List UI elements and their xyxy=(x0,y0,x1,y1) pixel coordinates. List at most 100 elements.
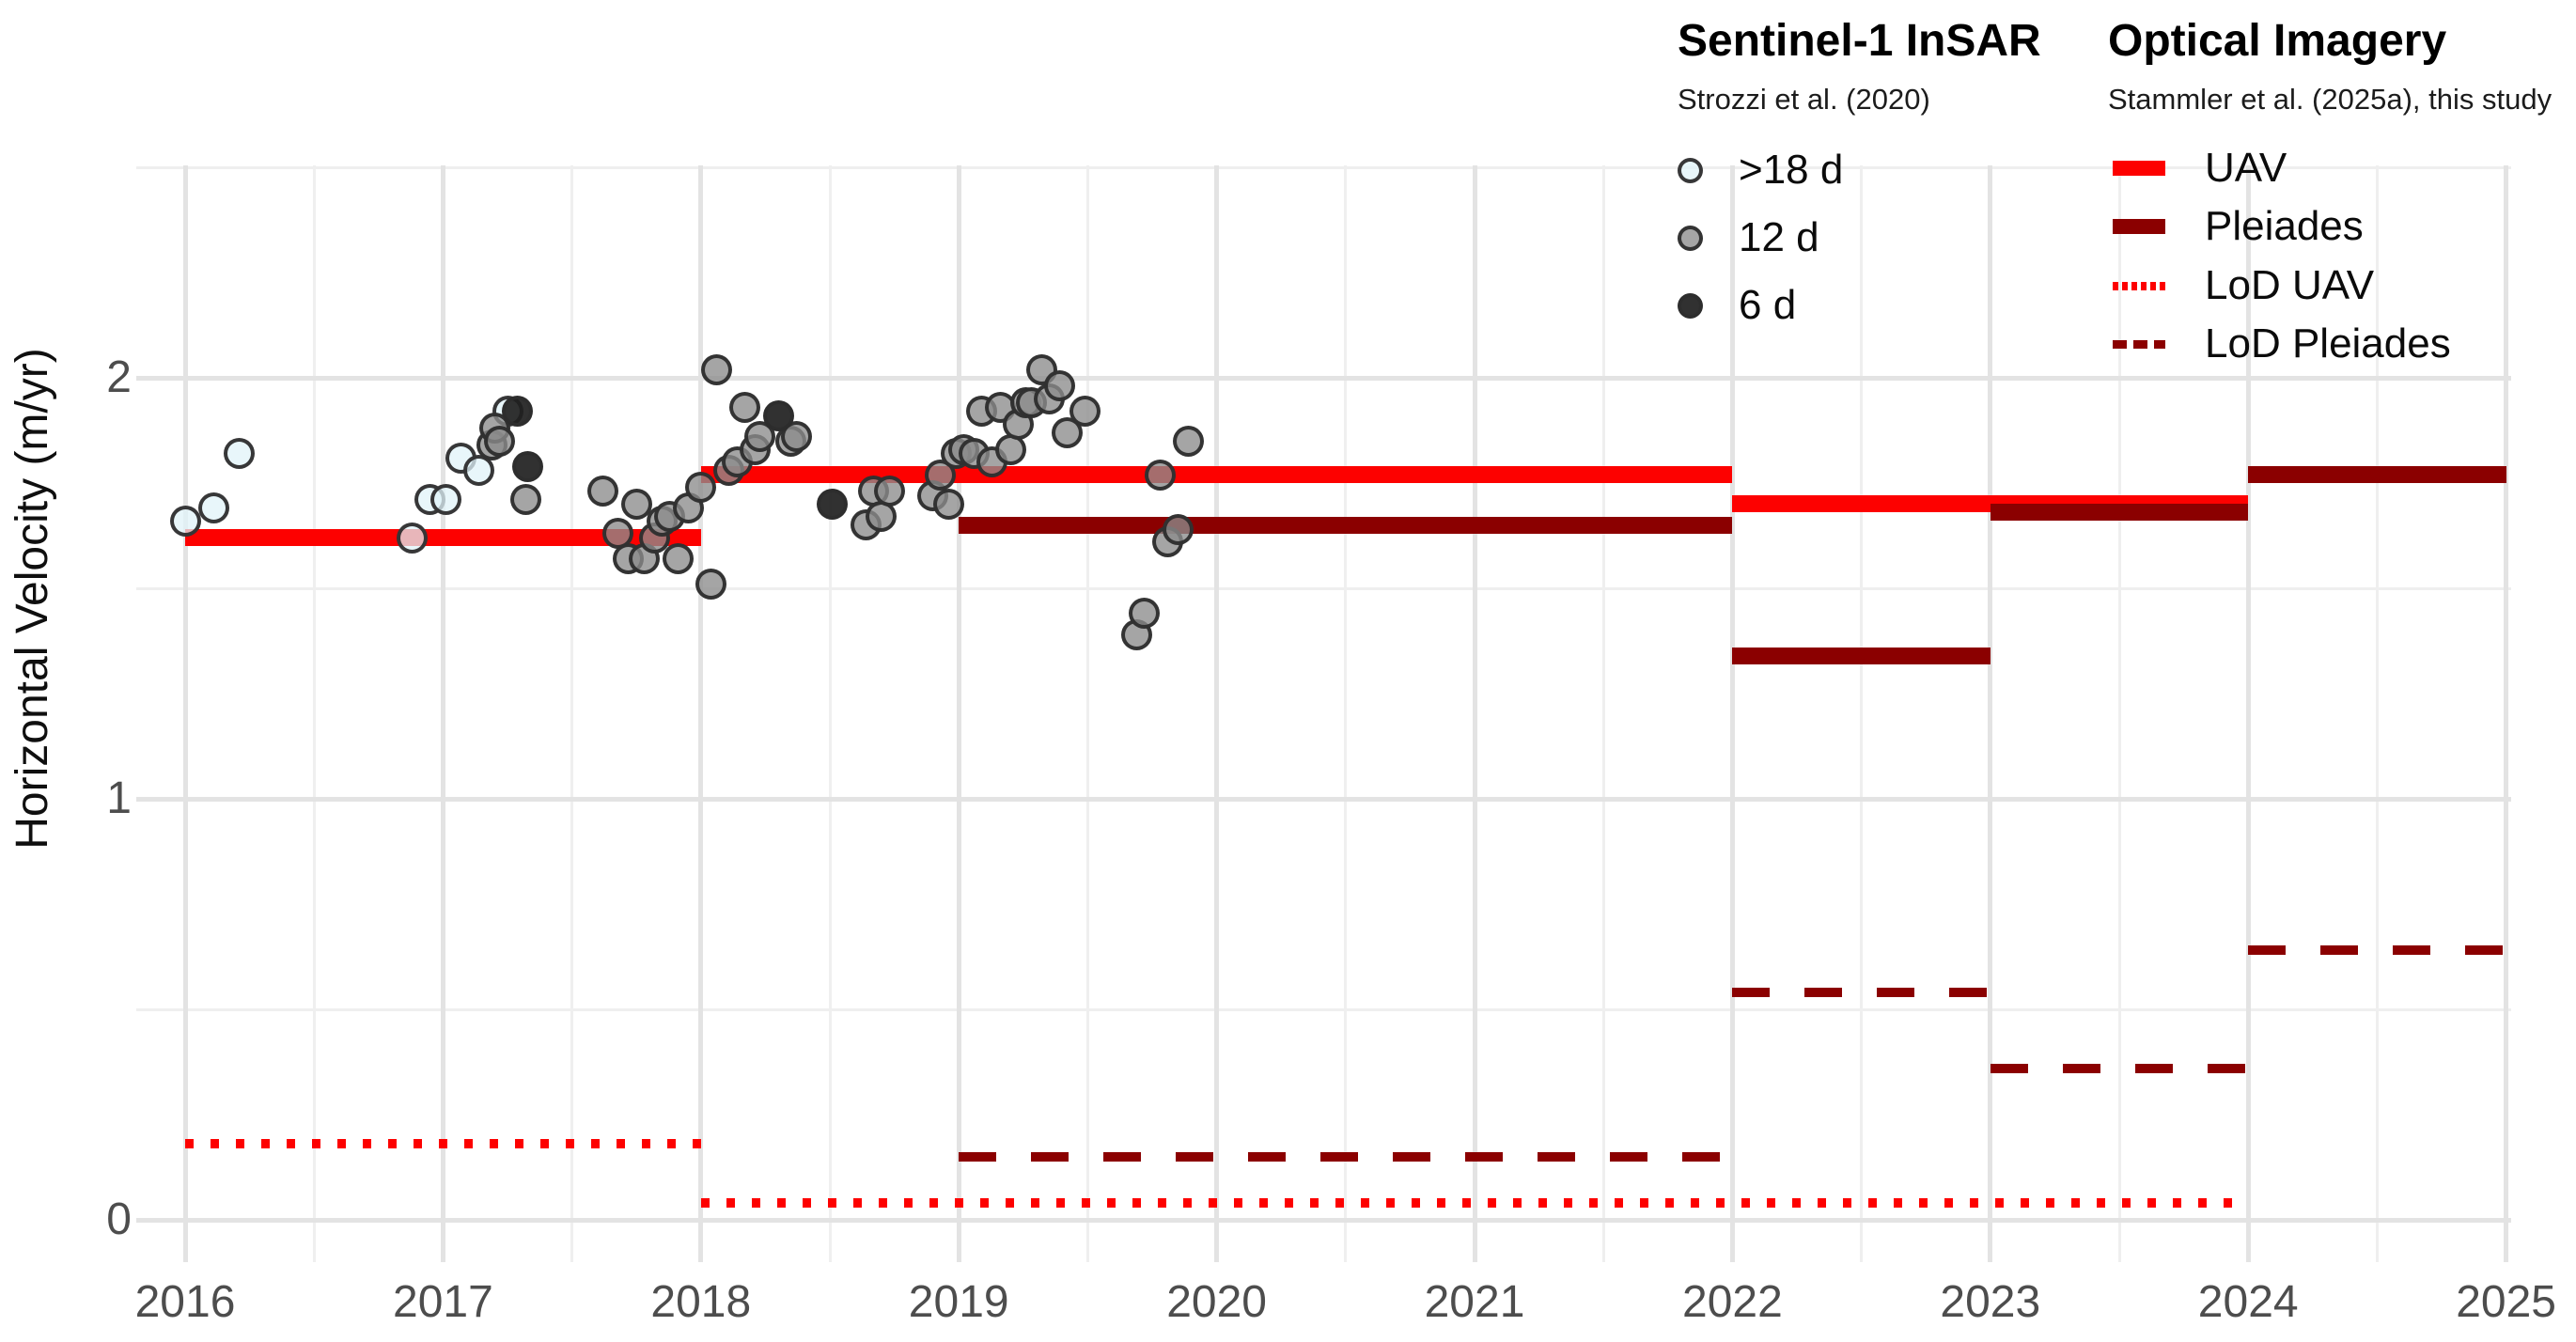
insar-point-black xyxy=(502,396,534,428)
legend-item-label: 6 d xyxy=(1739,282,1797,328)
lod-pleiades-segment xyxy=(2248,945,2506,956)
uav-segment xyxy=(1732,495,1991,513)
insar-point-open xyxy=(429,484,461,516)
grid-minor-x xyxy=(2117,165,2121,1262)
grid-major-x xyxy=(956,165,961,1262)
12d-marker-icon xyxy=(1678,225,1703,251)
legend-item-lod-uav: LoD UAV xyxy=(2113,257,2374,314)
x-tick-label: 2018 xyxy=(650,1277,752,1327)
uav-segment xyxy=(185,529,701,547)
pleiades-line-icon xyxy=(2113,219,2165,234)
pleiades-segment xyxy=(1732,647,1991,664)
x-tick-label: 2022 xyxy=(1682,1277,1783,1327)
legend-optical-subtitle: Stammler et al. (2025a), this study xyxy=(2108,83,2553,116)
insar-point-gray xyxy=(1069,396,1101,428)
x-tick-label: 2023 xyxy=(1940,1277,2041,1327)
grid-major-y xyxy=(136,375,2511,381)
pleiades-segment xyxy=(2248,466,2506,484)
grid-major-x xyxy=(2504,165,2509,1262)
insar-point-gray xyxy=(587,476,619,507)
insar-point-gray xyxy=(620,488,652,520)
uav-line-icon xyxy=(2113,161,2165,176)
grid-minor-x xyxy=(570,165,574,1262)
x-tick-label: 2019 xyxy=(908,1277,1009,1327)
legend-item-pleiades: Pleiades xyxy=(2113,198,2364,255)
grid-minor-x xyxy=(1601,165,1605,1262)
legend-item-uav: UAV xyxy=(2113,140,2287,196)
insar-point-open xyxy=(197,492,229,524)
insar-point-gray xyxy=(728,391,760,423)
grid-major-x xyxy=(2245,165,2251,1262)
grid-minor-x xyxy=(1860,165,1864,1262)
grid-major-y xyxy=(136,1217,2511,1223)
lod-uav-line-icon xyxy=(2113,281,2165,290)
legend-insar-title: Sentinel-1 InSAR xyxy=(1678,16,2041,66)
insar-point-gray xyxy=(1144,459,1176,491)
insar-point-gray xyxy=(1015,387,1047,419)
y-axis-title: Horizontal Velocity (m/yr) xyxy=(8,348,57,850)
legend-item-lod-pleiades: LoD Pleiades xyxy=(2113,316,2451,372)
grid-major-y xyxy=(136,796,2511,802)
y-tick-label: 0 xyxy=(106,1194,132,1244)
uav-segment xyxy=(700,466,1733,484)
6d-marker-icon xyxy=(1678,292,1703,319)
plot-panel xyxy=(136,165,2511,1262)
grid-major-x xyxy=(182,165,188,1262)
legend-item-label: LoD Pleiades xyxy=(2205,320,2451,367)
grid-minor-x xyxy=(1344,165,1348,1262)
grid-minor-x xyxy=(828,165,832,1262)
grid-major-x xyxy=(1214,165,1220,1262)
lod-uav-segment xyxy=(185,1139,701,1149)
lod-pleiades-segment xyxy=(959,1151,1733,1162)
insar-point-black xyxy=(817,488,849,520)
legend-item-gt18d: >18 d xyxy=(1678,142,1843,198)
grid-minor-x xyxy=(2375,165,2379,1262)
legend-item-label: 12 d xyxy=(1739,214,1819,260)
lod-pleiades-line-icon xyxy=(2113,339,2165,349)
insar-point-gray xyxy=(873,476,905,507)
legend-item-6d: 6 d xyxy=(1678,277,1796,334)
grid-minor-y xyxy=(136,586,2511,590)
grid-major-x xyxy=(440,165,445,1262)
x-tick-label: 2017 xyxy=(393,1277,493,1327)
insar-point-black xyxy=(512,450,544,482)
insar-point-gray xyxy=(932,488,964,520)
grid-minor-y xyxy=(136,165,2511,169)
legend-item-12d: 12 d xyxy=(1678,210,1819,266)
grid-major-x xyxy=(1472,165,1477,1262)
insar-point-gray xyxy=(685,471,717,503)
insar-point-open xyxy=(169,505,201,537)
insar-point-gray xyxy=(662,543,694,575)
insar-point-open xyxy=(224,438,256,470)
x-tick-label: 2024 xyxy=(2197,1277,2299,1327)
gt18d-marker-icon xyxy=(1678,157,1703,183)
legend-item-label: >18 d xyxy=(1739,147,1844,193)
insar-point-gray xyxy=(1129,598,1161,630)
legend-item-label: UAV xyxy=(2205,145,2287,191)
x-tick-label: 2021 xyxy=(1424,1277,1525,1327)
insar-point-gray xyxy=(1051,416,1083,448)
grid-major-x xyxy=(1988,165,1993,1262)
insar-point-gray xyxy=(695,569,727,601)
grid-major-x xyxy=(698,165,704,1262)
pleiades-segment xyxy=(959,516,1733,534)
legend-insar-subtitle: Strozzi et al. (2020) xyxy=(1678,83,1930,116)
insar-point-gray xyxy=(1043,370,1075,402)
insar-point-gray xyxy=(1162,513,1194,545)
x-tick-label: 2020 xyxy=(1166,1277,1267,1327)
grid-major-x xyxy=(1729,165,1735,1262)
lod-uav-segment xyxy=(700,1198,2249,1209)
lod-pleiades-segment xyxy=(1990,1063,2249,1073)
y-tick-label: 2 xyxy=(106,352,132,402)
grid-minor-x xyxy=(1085,165,1089,1262)
insar-point-gray xyxy=(700,353,732,385)
legend-item-label: Pleiades xyxy=(2205,203,2364,249)
legend-item-label: LoD UAV xyxy=(2205,262,2375,308)
insar-point-open xyxy=(396,522,428,554)
legend-optical-title: Optical Imagery xyxy=(2108,16,2447,66)
insar-point-gray xyxy=(484,425,516,457)
grid-minor-y xyxy=(136,1007,2511,1011)
insar-point-black xyxy=(762,399,794,431)
insar-point-gray xyxy=(509,484,541,516)
